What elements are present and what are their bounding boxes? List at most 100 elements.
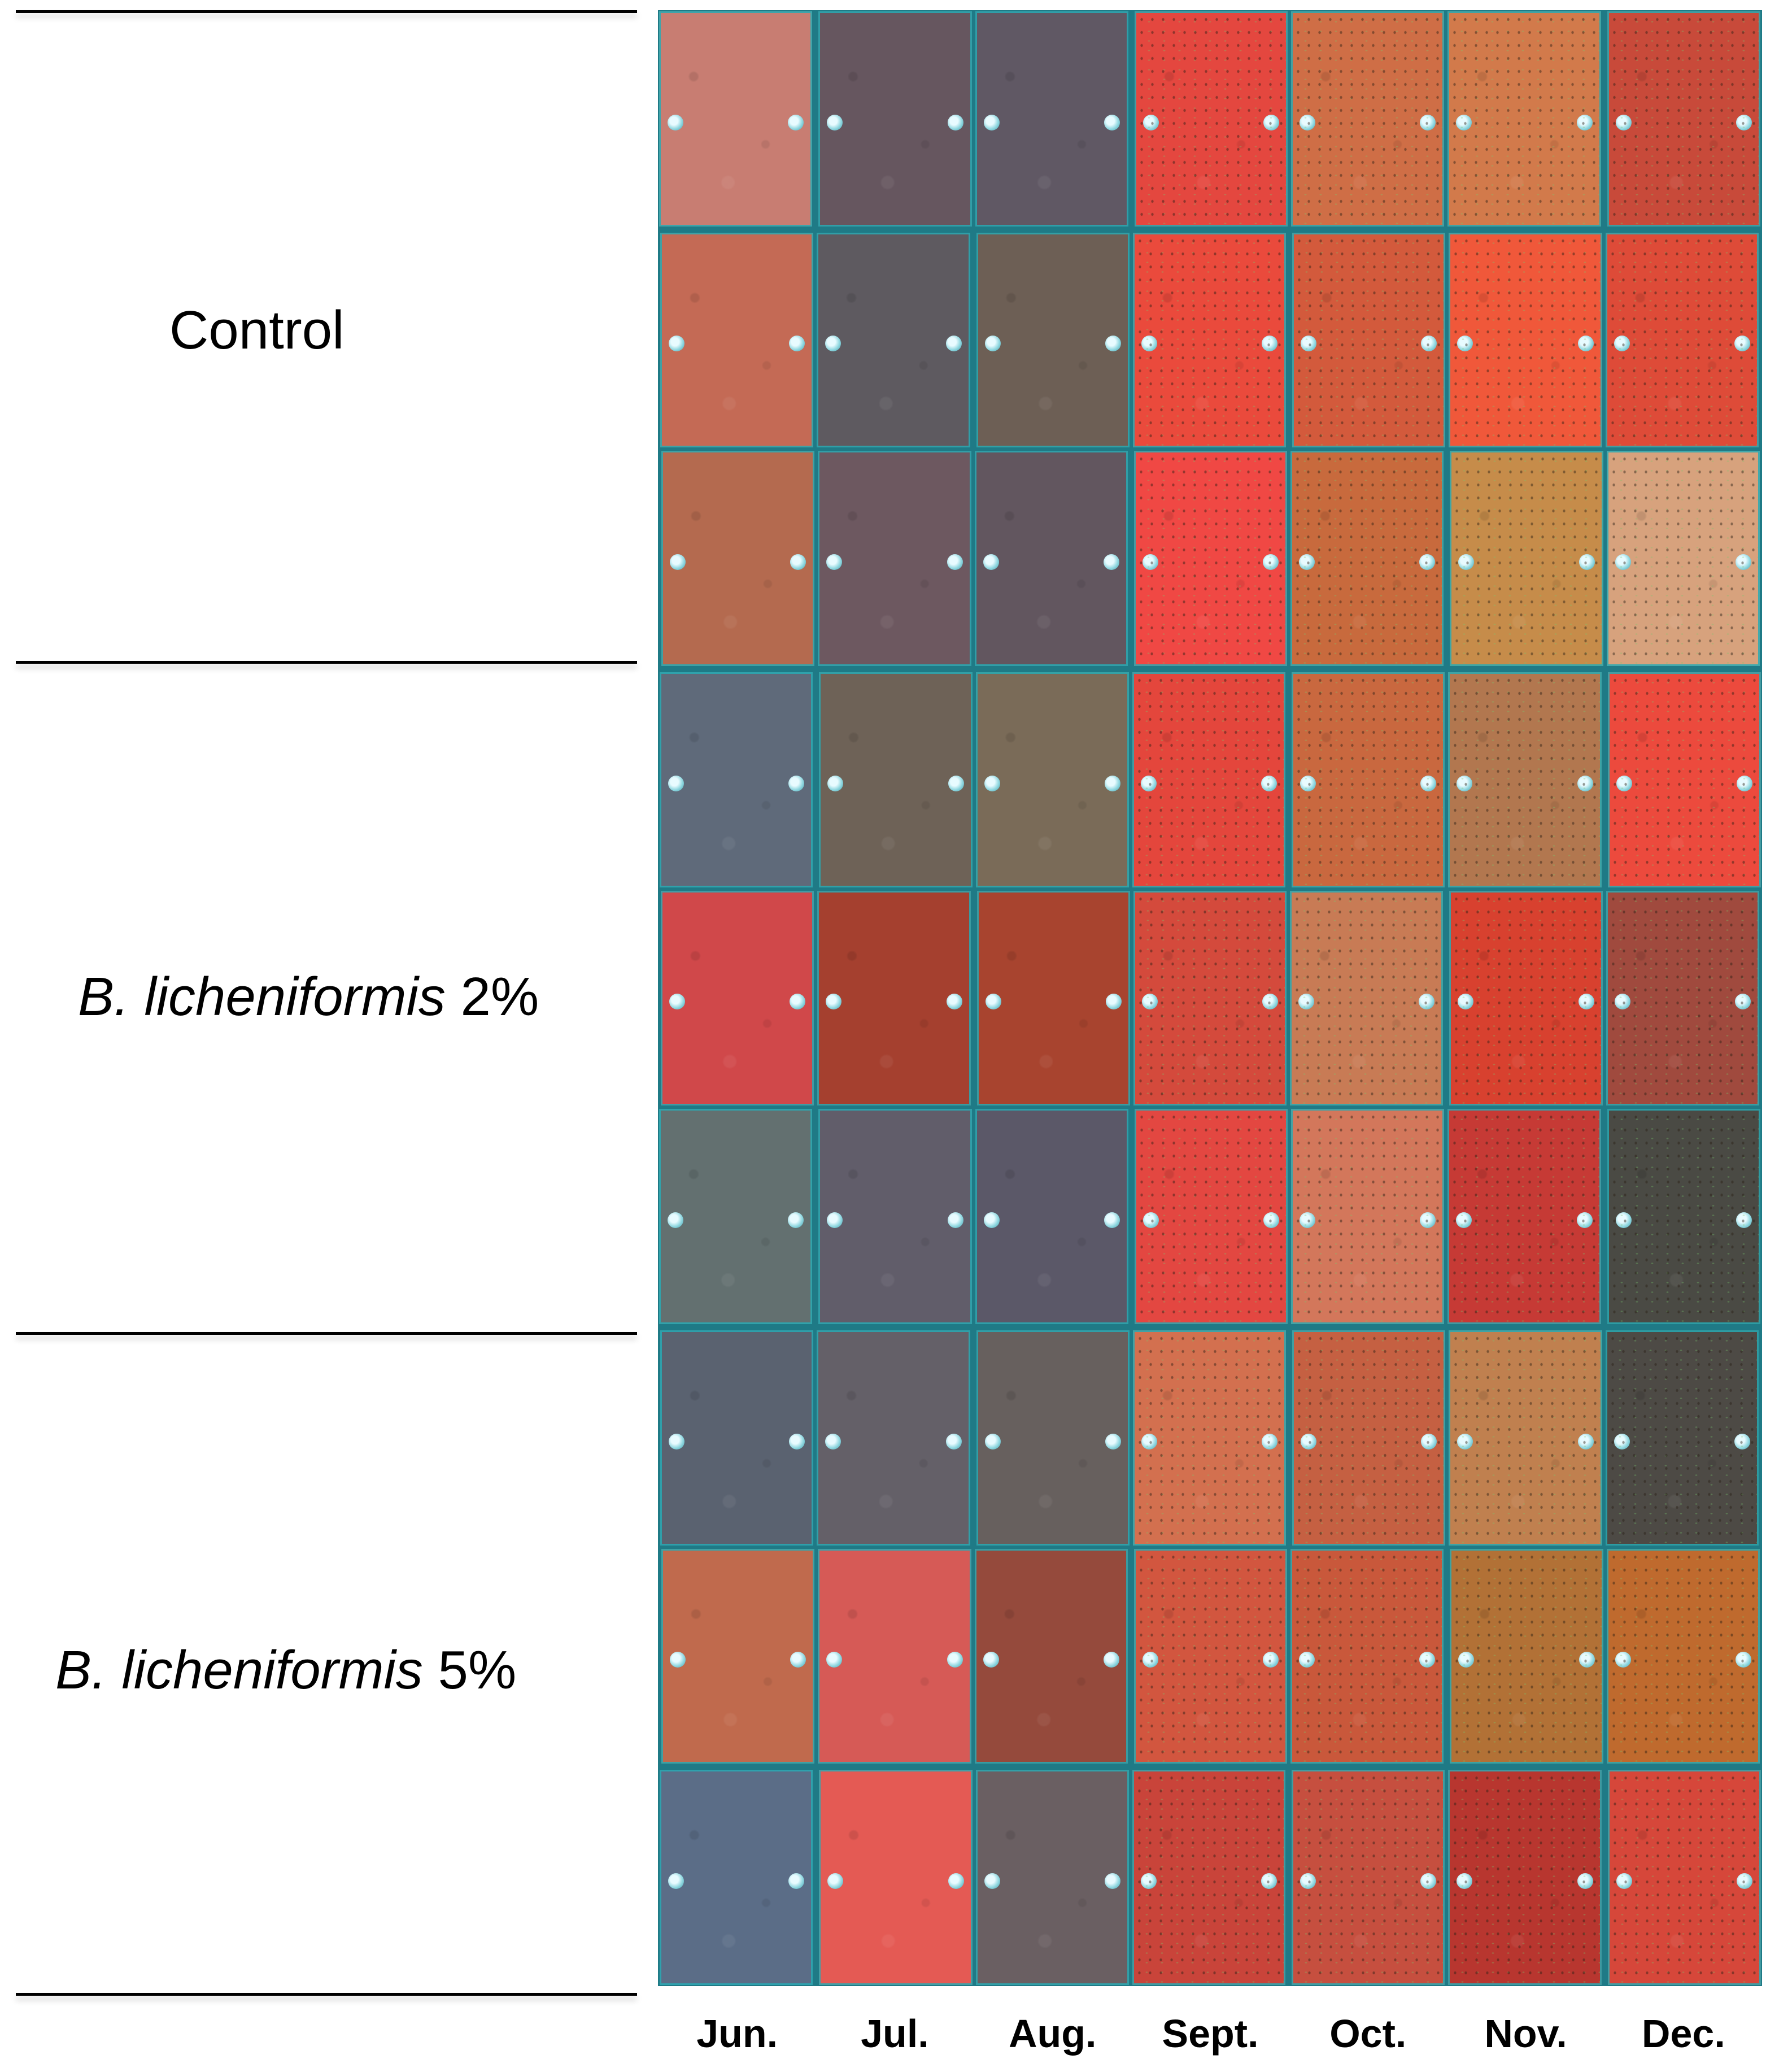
- mount-bolt-icon: [827, 775, 844, 791]
- month-label: Jun.: [696, 2012, 778, 2056]
- sample-panel: [818, 1109, 972, 1324]
- sample-panel: [660, 672, 813, 887]
- mount-bolt-icon: [788, 114, 804, 130]
- mount-bolt-icon: [1105, 994, 1122, 1010]
- mount-bolt-icon: [1300, 1212, 1316, 1229]
- mount-bolt-icon: [1140, 775, 1157, 791]
- mount-bolt-icon: [947, 114, 963, 130]
- mount-bolt-icon: [825, 336, 841, 352]
- mount-bolt-icon: [1736, 114, 1752, 130]
- mount-bolt-icon: [1419, 994, 1435, 1010]
- mount-bolt-icon: [826, 1652, 843, 1668]
- mount-bolt-icon: [1735, 554, 1751, 571]
- mount-bolt-icon: [1299, 554, 1315, 571]
- month-label: Nov.: [1484, 2012, 1567, 2056]
- sample-panel: [975, 1109, 1128, 1324]
- sample-panel: [1292, 1770, 1445, 1985]
- mount-bolt-icon: [1577, 1433, 1594, 1449]
- mount-bolt-icon: [1105, 1433, 1121, 1449]
- mount-bolt-icon: [1577, 1873, 1593, 1890]
- sample-panel: [1606, 451, 1760, 666]
- sample-panel: [817, 232, 970, 448]
- sample-panel: [1605, 232, 1759, 448]
- sample-panel: [976, 890, 1130, 1106]
- sample-panel: [1607, 672, 1761, 887]
- mount-bolt-icon: [1420, 775, 1437, 791]
- mount-bolt-icon: [1616, 775, 1632, 791]
- mount-bolt-icon: [1576, 114, 1593, 130]
- mount-bolt-icon: [984, 336, 1001, 352]
- mount-bolt-icon: [947, 1652, 963, 1668]
- mount-bolt-icon: [1456, 1212, 1472, 1229]
- mount-bolt-icon: [983, 1212, 1000, 1229]
- mount-bolt-icon: [1614, 994, 1630, 1010]
- mount-bolt-icon: [1736, 775, 1752, 791]
- mount-bolt-icon: [668, 1873, 684, 1890]
- mount-bolt-icon: [985, 994, 1001, 1010]
- sample-panel: [661, 451, 815, 666]
- mount-bolt-icon: [984, 1873, 1000, 1890]
- mount-bolt-icon: [1419, 554, 1436, 571]
- mount-bolt-icon: [945, 336, 962, 352]
- mount-bolt-icon: [1300, 114, 1316, 130]
- mount-bolt-icon: [1141, 336, 1157, 352]
- sample-panel: [1132, 1330, 1287, 1546]
- mount-bolt-icon: [790, 554, 806, 571]
- mount-bolt-icon: [668, 775, 684, 791]
- sample-panel: [1605, 1330, 1759, 1546]
- mount-bolt-icon: [1263, 114, 1280, 130]
- mount-bolt-icon: [1140, 1873, 1157, 1890]
- mount-bolt-icon: [1263, 554, 1279, 571]
- mount-bolt-icon: [1577, 336, 1594, 352]
- mount-bolt-icon: [1141, 994, 1158, 1010]
- mount-bolt-icon: [1262, 336, 1278, 352]
- mount-bolt-icon: [789, 1433, 805, 1449]
- mount-bolt-icon: [788, 1873, 805, 1890]
- mount-bolt-icon: [1579, 554, 1595, 571]
- sample-panel: [1133, 1548, 1288, 1764]
- mount-bolt-icon: [1143, 114, 1159, 130]
- mount-bolt-icon: [1577, 775, 1593, 791]
- sample-panel: [1290, 451, 1444, 666]
- sample-panel: [1449, 890, 1603, 1106]
- mount-bolt-icon: [947, 554, 963, 571]
- month-label: Dec.: [1641, 2012, 1725, 2056]
- sample-panel: [1607, 1109, 1760, 1324]
- sample-panel: [1447, 1109, 1601, 1324]
- mount-bolt-icon: [827, 114, 843, 130]
- sample-panel: [661, 1548, 815, 1764]
- mount-bolt-icon: [1419, 1652, 1436, 1668]
- sample-panel: [976, 1330, 1130, 1546]
- mount-bolt-icon: [1420, 1212, 1436, 1229]
- sample-panel: [1291, 1109, 1445, 1324]
- sample-panel: [817, 890, 971, 1106]
- sample-panel: [1449, 232, 1602, 448]
- sample-panel: [1448, 1770, 1602, 1985]
- sample-panel: [819, 1770, 973, 1985]
- mount-bolt-icon: [1734, 1433, 1750, 1449]
- sample-panel: [976, 232, 1130, 448]
- group-suffix: 5%: [438, 1640, 517, 1700]
- mount-bolt-icon: [668, 114, 683, 130]
- sample-panel: [1132, 1770, 1286, 1985]
- mount-bolt-icon: [1457, 1873, 1473, 1890]
- mount-bolt-icon: [790, 1652, 806, 1668]
- mount-bolt-icon: [1736, 1212, 1752, 1229]
- mount-bolt-icon: [1263, 1652, 1279, 1668]
- sample-panel: [1447, 11, 1601, 227]
- mount-bolt-icon: [983, 1652, 999, 1668]
- mount-bolt-icon: [1614, 1433, 1630, 1449]
- group-divider-bottom: [16, 1993, 637, 1996]
- month-label: Oct.: [1329, 2012, 1407, 2056]
- mount-bolt-icon: [1298, 994, 1315, 1010]
- mount-bolt-icon: [827, 1873, 844, 1890]
- mount-bolt-icon: [1615, 554, 1631, 571]
- sample-panel: [1290, 1548, 1444, 1764]
- group-divider-top: [16, 10, 637, 13]
- mount-bolt-icon: [1263, 1212, 1280, 1229]
- mount-bolt-icon: [1616, 1873, 1632, 1890]
- mount-bolt-icon: [946, 994, 962, 1010]
- sample-panel: [1607, 1770, 1761, 1985]
- sample-panel: [818, 451, 971, 666]
